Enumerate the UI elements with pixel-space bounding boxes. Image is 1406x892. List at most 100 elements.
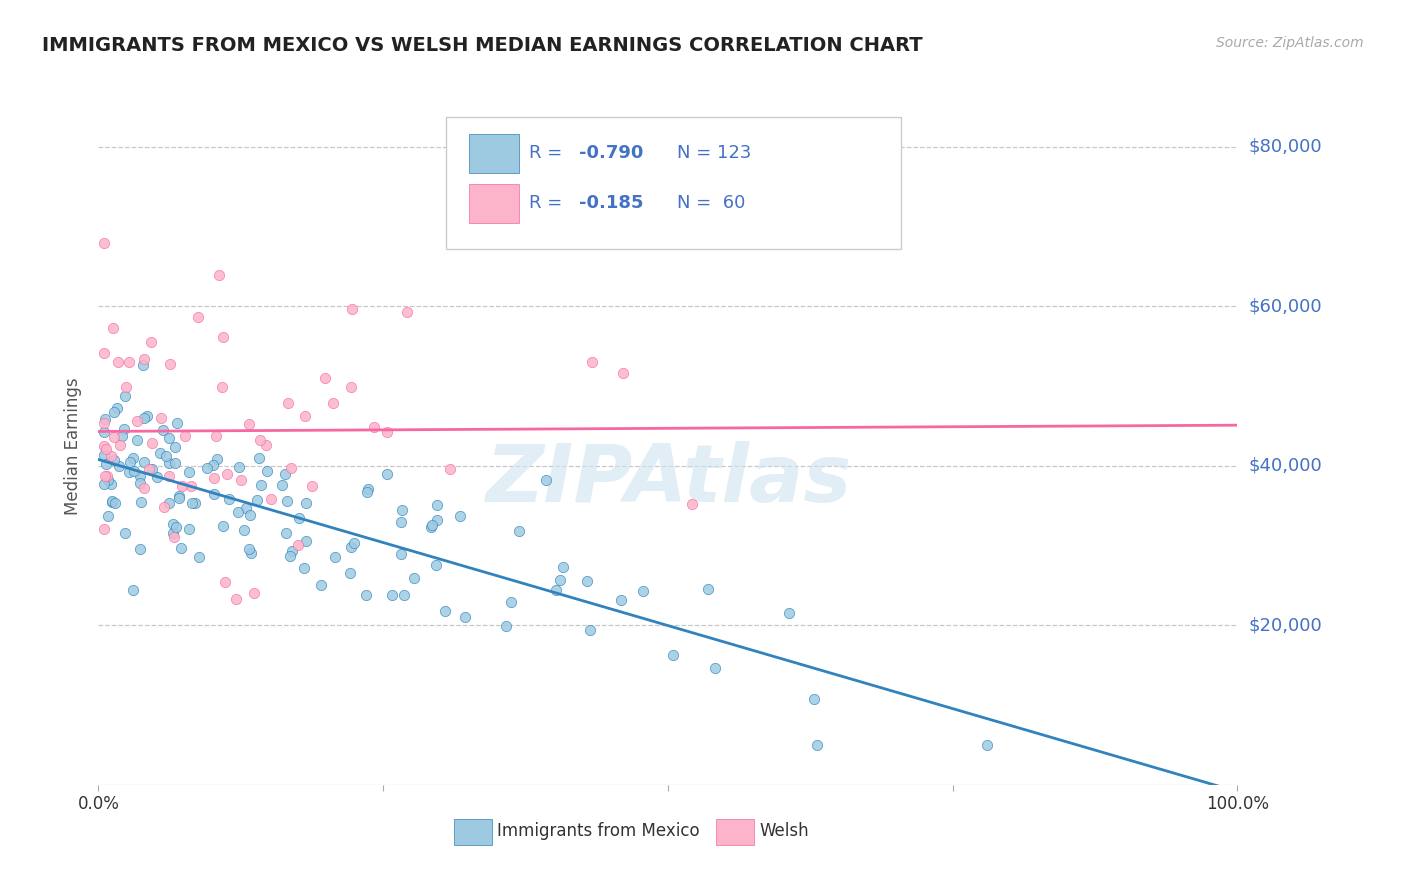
Point [93,477,115,491]
Point [180,479,202,493]
Point [155,449,177,463]
Point [235,501,257,516]
Point [254,438,277,452]
Point [301,479,323,493]
Point [394,589,416,603]
Point [581,355,603,369]
Point [157,468,180,483]
Text: $20,000: $20,000 [1249,616,1322,634]
Point [287,539,309,553]
Point [499,595,522,609]
Point [103,430,125,444]
Point [162,530,184,544]
Y-axis label: Median Earnings: Median Earnings [65,377,83,515]
Point [375,467,398,481]
Point [188,549,211,564]
Point [100,449,122,463]
Point [112,422,135,436]
Point [132,358,155,372]
Point [391,502,413,516]
Point [211,380,233,394]
Point [103,453,125,467]
Point [157,431,180,445]
Point [108,458,131,473]
Point [183,496,205,510]
Point [340,541,363,555]
Point [425,558,447,573]
Point [778,606,800,620]
FancyBboxPatch shape [716,819,755,845]
FancyBboxPatch shape [468,134,519,173]
Point [277,396,299,410]
Text: N =  60: N = 60 [676,194,745,212]
Point [322,396,344,410]
Point [159,357,181,371]
Point [212,519,235,533]
Point [249,478,271,492]
Point [104,496,127,510]
Point [256,465,278,479]
Point [287,510,309,524]
Point [449,509,471,524]
Point [122,583,145,598]
Point [101,495,124,509]
Point [205,428,228,442]
Point [233,523,256,537]
Point [280,460,302,475]
Point [276,493,298,508]
Point [167,491,190,505]
Point [179,465,201,479]
Point [201,458,224,472]
Text: ZIPAtlas: ZIPAtlas [485,441,851,519]
Point [238,542,260,557]
Point [114,379,136,393]
Point [495,619,517,633]
Point [132,455,155,469]
Point [93,448,115,462]
Point [217,467,239,481]
Point [114,389,136,403]
Point [356,484,378,499]
Point [226,504,249,518]
Point [323,549,346,564]
Point [389,515,412,529]
Text: Welsh: Welsh [759,822,808,840]
Point [354,588,377,602]
Point [124,465,146,479]
Point [274,525,297,540]
Point [453,609,475,624]
Point [127,414,149,428]
Point [239,508,262,522]
Point [107,355,129,369]
Point [96,469,118,483]
Point [149,410,172,425]
Point [294,409,316,424]
Point [139,334,162,349]
Point [395,305,418,319]
Point [363,419,385,434]
Point [163,456,186,470]
Point [181,496,204,510]
Text: Immigrants from Mexico: Immigrants from Mexico [498,822,700,840]
Point [202,471,225,485]
Point [174,429,197,443]
Point [343,535,366,549]
Point [163,441,186,455]
Point [218,491,240,506]
Point [157,496,180,510]
Point [610,592,633,607]
Point [295,496,318,510]
Text: IMMIGRANTS FROM MEXICO VS WELSH MEDIAN EARNINGS CORRELATION CHART: IMMIGRANTS FROM MEXICO VS WELSH MEDIAN E… [42,36,922,54]
Point [239,546,262,560]
Point [339,566,361,580]
Point [146,469,169,483]
Point [125,434,148,448]
Point [138,462,160,476]
Point [214,574,236,589]
FancyBboxPatch shape [454,819,492,845]
Point [207,451,229,466]
Point [177,522,200,536]
Point [662,648,685,662]
Point [167,490,190,504]
Point [103,405,125,419]
